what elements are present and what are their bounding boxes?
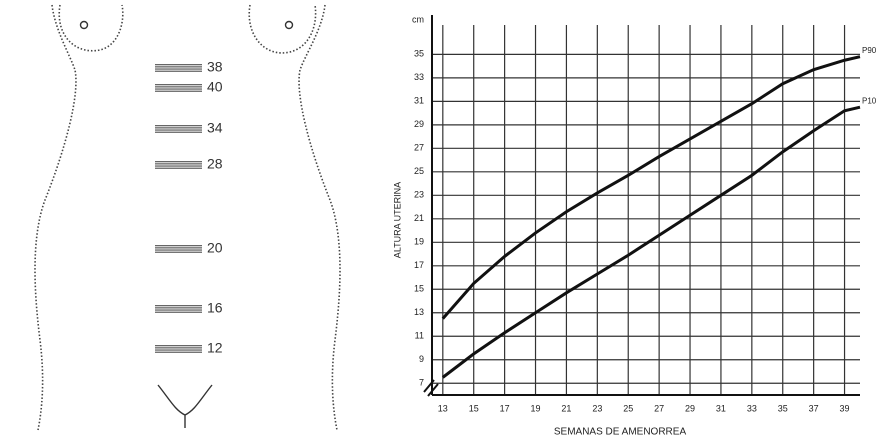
x-tick-label: 15 xyxy=(469,403,479,413)
y-tick-label: 7 xyxy=(419,378,424,388)
series-line xyxy=(443,57,860,319)
x-tick-label: 19 xyxy=(531,403,541,413)
y-tick-label: 11 xyxy=(415,331,424,341)
hatch-line xyxy=(155,132,202,133)
mark-label: 16 xyxy=(207,300,223,316)
hatch-line xyxy=(155,84,202,85)
y-tick-label: 25 xyxy=(414,166,424,176)
y-tick-label: 21 xyxy=(414,213,424,223)
y-tick-label: 19 xyxy=(414,237,424,247)
y-tick-label: 31 xyxy=(414,96,424,106)
x-tick-label: 37 xyxy=(809,403,819,413)
y-tick-label: 35 xyxy=(414,49,424,59)
hatch-line xyxy=(155,68,202,69)
x-tick-label: 23 xyxy=(592,403,602,413)
y-tick-label: 9 xyxy=(419,354,424,364)
hatch-line xyxy=(155,352,202,353)
hatch-line xyxy=(155,71,202,72)
mark-label: 38 xyxy=(207,59,223,75)
x-tick-label: 17 xyxy=(500,403,510,413)
mark-label: 34 xyxy=(207,120,223,136)
figure: 38 40 34 28 20 16 12 ALTURA UTERINA SEMANAS DE… xyxy=(0,0,880,439)
hatch-line xyxy=(155,252,202,253)
body-outline xyxy=(299,5,340,430)
body-outline xyxy=(35,5,76,430)
nipple xyxy=(81,22,88,29)
height-marks: 38 40 34 28 20 16 12 xyxy=(155,59,223,356)
mark-label: 28 xyxy=(207,156,223,172)
x-tick-label: 27 xyxy=(654,403,664,413)
y-unit: cm xyxy=(412,14,424,24)
hatch-line xyxy=(155,345,202,346)
hatch-line xyxy=(155,161,202,162)
mark-label: 12 xyxy=(207,340,223,356)
breast-outline xyxy=(249,5,315,53)
hatch-line xyxy=(155,64,202,65)
hatch-line xyxy=(155,245,202,246)
y-tick-label: 13 xyxy=(414,307,424,317)
page: {"diagram": {"marks": ["38", "40", "34",… xyxy=(0,0,880,439)
y-tick-label: 15 xyxy=(414,284,424,294)
x-tick-label: 29 xyxy=(685,403,695,413)
y-tick-label: 27 xyxy=(414,143,424,153)
y-tick-label: 33 xyxy=(414,72,424,82)
x-axis-label: SEMANAS DE AMENORREA xyxy=(554,427,687,438)
hatch-line xyxy=(155,88,202,89)
series-label: P10 xyxy=(862,96,877,105)
hatch-line xyxy=(155,66,202,67)
nipple xyxy=(286,22,293,29)
hatch-line xyxy=(155,309,202,310)
breast-outline xyxy=(59,5,123,51)
pubis xyxy=(158,385,212,428)
x-tick-label: 33 xyxy=(747,403,757,413)
x-tick-label: 13 xyxy=(438,403,448,413)
y-tick-label: 23 xyxy=(414,190,424,200)
hatch-line xyxy=(155,125,202,126)
x-tick-label: 39 xyxy=(840,403,850,413)
series-label: P90 xyxy=(862,46,877,55)
x-tick-label: 31 xyxy=(716,403,726,413)
hatch-line xyxy=(155,247,202,248)
mark-label: 20 xyxy=(207,240,223,256)
hatch-line xyxy=(155,249,202,250)
hatch-line xyxy=(155,163,202,164)
hatch-line xyxy=(155,127,202,128)
hatch-line xyxy=(155,305,202,306)
x-tick-label: 21 xyxy=(561,403,571,413)
hatch-line xyxy=(155,307,202,308)
hatch-line xyxy=(155,168,202,169)
y-axis-label: ALTURA UTERINA xyxy=(392,182,402,258)
hatch-line xyxy=(155,86,202,87)
hatch-line xyxy=(155,129,202,130)
y-tick-label: 17 xyxy=(414,260,424,270)
mark-label: 40 xyxy=(207,79,223,95)
x-tick-label: 25 xyxy=(623,403,633,413)
hatch-line xyxy=(155,349,202,350)
hatch-line xyxy=(155,312,202,313)
hatch-line xyxy=(155,91,202,92)
x-tick-label: 35 xyxy=(778,403,788,413)
chart: ALTURA UTERINA SEMANAS DE AMENORREA cm 7… xyxy=(392,14,876,437)
hatch-line xyxy=(155,165,202,166)
y-tick-label: 29 xyxy=(414,119,424,129)
hatch-line xyxy=(155,347,202,348)
